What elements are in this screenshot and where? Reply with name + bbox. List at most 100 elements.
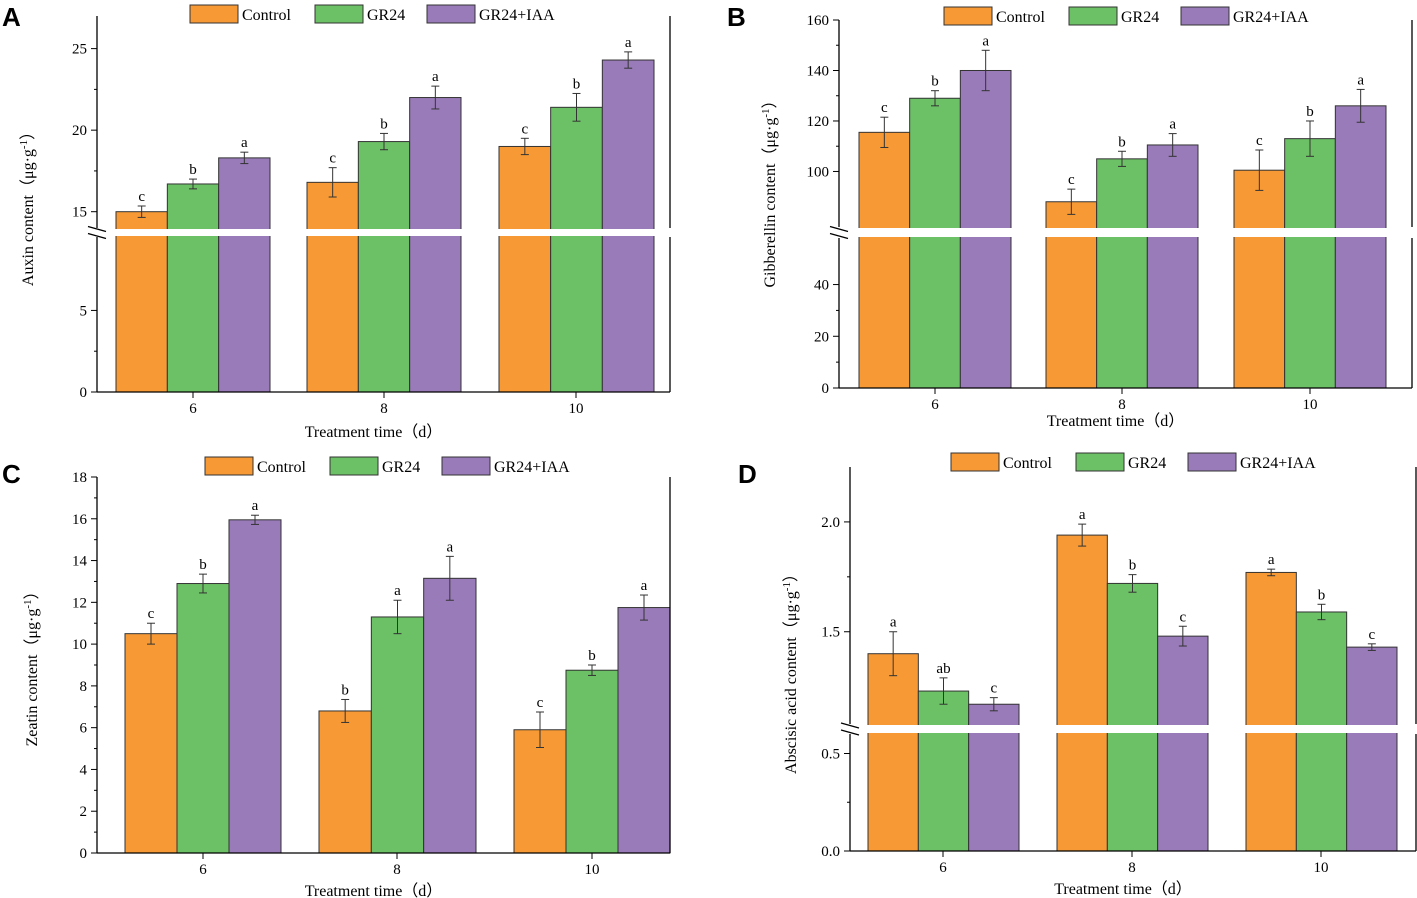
- y-tick-label: 0: [80, 846, 88, 862]
- bar-control-day-8: [306, 181, 359, 393]
- significance-label: a: [252, 498, 259, 514]
- significance-label: c: [148, 606, 155, 622]
- axis-break-mark: [840, 729, 860, 736]
- y-tick-label: 0.0: [821, 844, 840, 860]
- legend-swatch-control: [950, 452, 1000, 472]
- bar-gr24-day-6: [166, 183, 220, 393]
- bar-gr24-day-6: [917, 690, 970, 852]
- axis-break-gap: [836, 725, 1416, 733]
- x-tick-label: 10: [569, 401, 584, 417]
- significance-label: b: [189, 162, 197, 178]
- bar-gr24-iaa-day-10: [601, 59, 655, 393]
- bar-gr24-day-6: [909, 97, 961, 389]
- panel-letter: D: [738, 459, 757, 489]
- bar-gr24-iaa-day-10: [1334, 105, 1387, 389]
- significance-label: c: [329, 151, 336, 167]
- bar-gr24-iaa-day-10: [617, 607, 671, 854]
- legend-label: GR24: [1121, 9, 1159, 26]
- y-tick-label: 5: [80, 303, 88, 319]
- axis-break-mark: [829, 232, 849, 240]
- legend-label: Control: [242, 7, 291, 24]
- y-tick-label: 2: [80, 804, 88, 820]
- x-tick-label: 6: [189, 401, 197, 417]
- legend-label: Control: [996, 9, 1045, 26]
- legend-swatch-gr24-iaa: [1187, 452, 1237, 472]
- y-tick-label: 1.5: [821, 625, 840, 641]
- y-axis-label: Gibberellin content（μg·g-1）: [760, 92, 779, 287]
- legend-swatch-control: [189, 4, 239, 24]
- y-tick-label: 8: [80, 679, 88, 695]
- bar-control-day-10: [1245, 571, 1297, 852]
- y-tick-label: 4: [80, 762, 88, 778]
- bar-control-day-10: [1233, 169, 1286, 389]
- x-tick-label: 8: [1128, 860, 1136, 876]
- axis-break-mark: [829, 225, 849, 233]
- significance-label: c: [521, 121, 528, 137]
- panel-letter: C: [2, 459, 21, 489]
- bar-gr24-iaa-day-8: [409, 97, 462, 393]
- bar-control-day-10: [513, 729, 567, 854]
- y-tick-label: 16: [72, 512, 88, 528]
- legend-swatch-control: [943, 6, 993, 26]
- x-axis-label: Treatment time（d）: [305, 423, 443, 441]
- significance-label: a: [394, 583, 401, 599]
- significance-label: b: [1118, 134, 1126, 150]
- significance-label: c: [138, 189, 145, 205]
- y-tick-label: 160: [807, 13, 830, 29]
- legend-swatch-gr24: [1075, 452, 1125, 472]
- y-tick-label: 140: [807, 63, 830, 79]
- y-tick-label: 12: [72, 595, 87, 611]
- legend-swatch-gr24: [314, 4, 364, 24]
- legend-swatch-control: [204, 456, 254, 476]
- x-tick-label: 6: [931, 397, 939, 413]
- legend-swatch-gr24: [1068, 6, 1118, 26]
- legend-label: Control: [257, 459, 306, 476]
- legend: Control GR24 GR24+IAA: [204, 456, 570, 476]
- y-tick-label: 18: [72, 470, 87, 486]
- x-tick-label: 6: [939, 860, 947, 876]
- x-axis-label: Treatment time（d）: [305, 882, 443, 898]
- legend-label: GR24: [1128, 455, 1166, 472]
- significance-label: c: [1068, 172, 1075, 188]
- y-tick-label: 0: [80, 385, 88, 401]
- significance-label: b: [588, 648, 596, 664]
- significance-label: b: [199, 557, 207, 573]
- significance-label: b: [1318, 587, 1326, 603]
- y-tick-label: 0.5: [821, 747, 840, 763]
- y-tick-label: 6: [80, 721, 88, 737]
- bar-control-day-8: [318, 710, 372, 854]
- legend-label: GR24+IAA: [1233, 9, 1309, 26]
- legend: Control GR24 GR24+IAA: [189, 4, 555, 24]
- significance-label: a: [641, 578, 648, 594]
- significance-label: a: [1268, 552, 1275, 568]
- significance-label: b: [1306, 104, 1314, 120]
- x-axis-label: Treatment time（d）: [1047, 412, 1185, 430]
- y-tick-label: 20: [72, 123, 87, 139]
- y-tick-label: 2.0: [821, 515, 840, 531]
- legend: Control GR24 GR24+IAA: [943, 6, 1309, 26]
- significance-label: b: [1129, 558, 1137, 574]
- bar-gr24-day-8: [357, 141, 411, 393]
- bar-gr24-day-10: [1284, 138, 1336, 389]
- y-tick-label: 15: [72, 205, 87, 221]
- x-tick-label: 6: [199, 862, 207, 878]
- bar-gr24-iaa-day-8: [423, 577, 477, 854]
- significance-label: b: [931, 74, 939, 90]
- legend-swatch-gr24-iaa: [426, 4, 476, 24]
- legend-swatch-gr24-iaa: [441, 456, 491, 476]
- y-tick-label: 0: [822, 381, 830, 397]
- bar-control-day-6: [858, 131, 911, 389]
- panel-c: c b a b a a c b a 0 2 4 6 8 10 12 14 16 18 6 8 10 Treatment ti…: [2, 456, 671, 898]
- y-tick-label: 20: [814, 329, 829, 345]
- significance-label: a: [1169, 117, 1176, 133]
- significance-label: a: [890, 615, 897, 631]
- legend-label: GR24+IAA: [479, 7, 555, 24]
- axis-break-mark: [87, 232, 107, 240]
- significance-label: c: [990, 681, 997, 697]
- y-tick-label: 14: [72, 554, 88, 570]
- y-axis-label: Abscisic acid content（μg·g-1）: [781, 566, 800, 774]
- x-tick-label: 10: [585, 862, 600, 878]
- y-tick-label: 10: [72, 637, 87, 653]
- significance-label: ab: [936, 661, 950, 677]
